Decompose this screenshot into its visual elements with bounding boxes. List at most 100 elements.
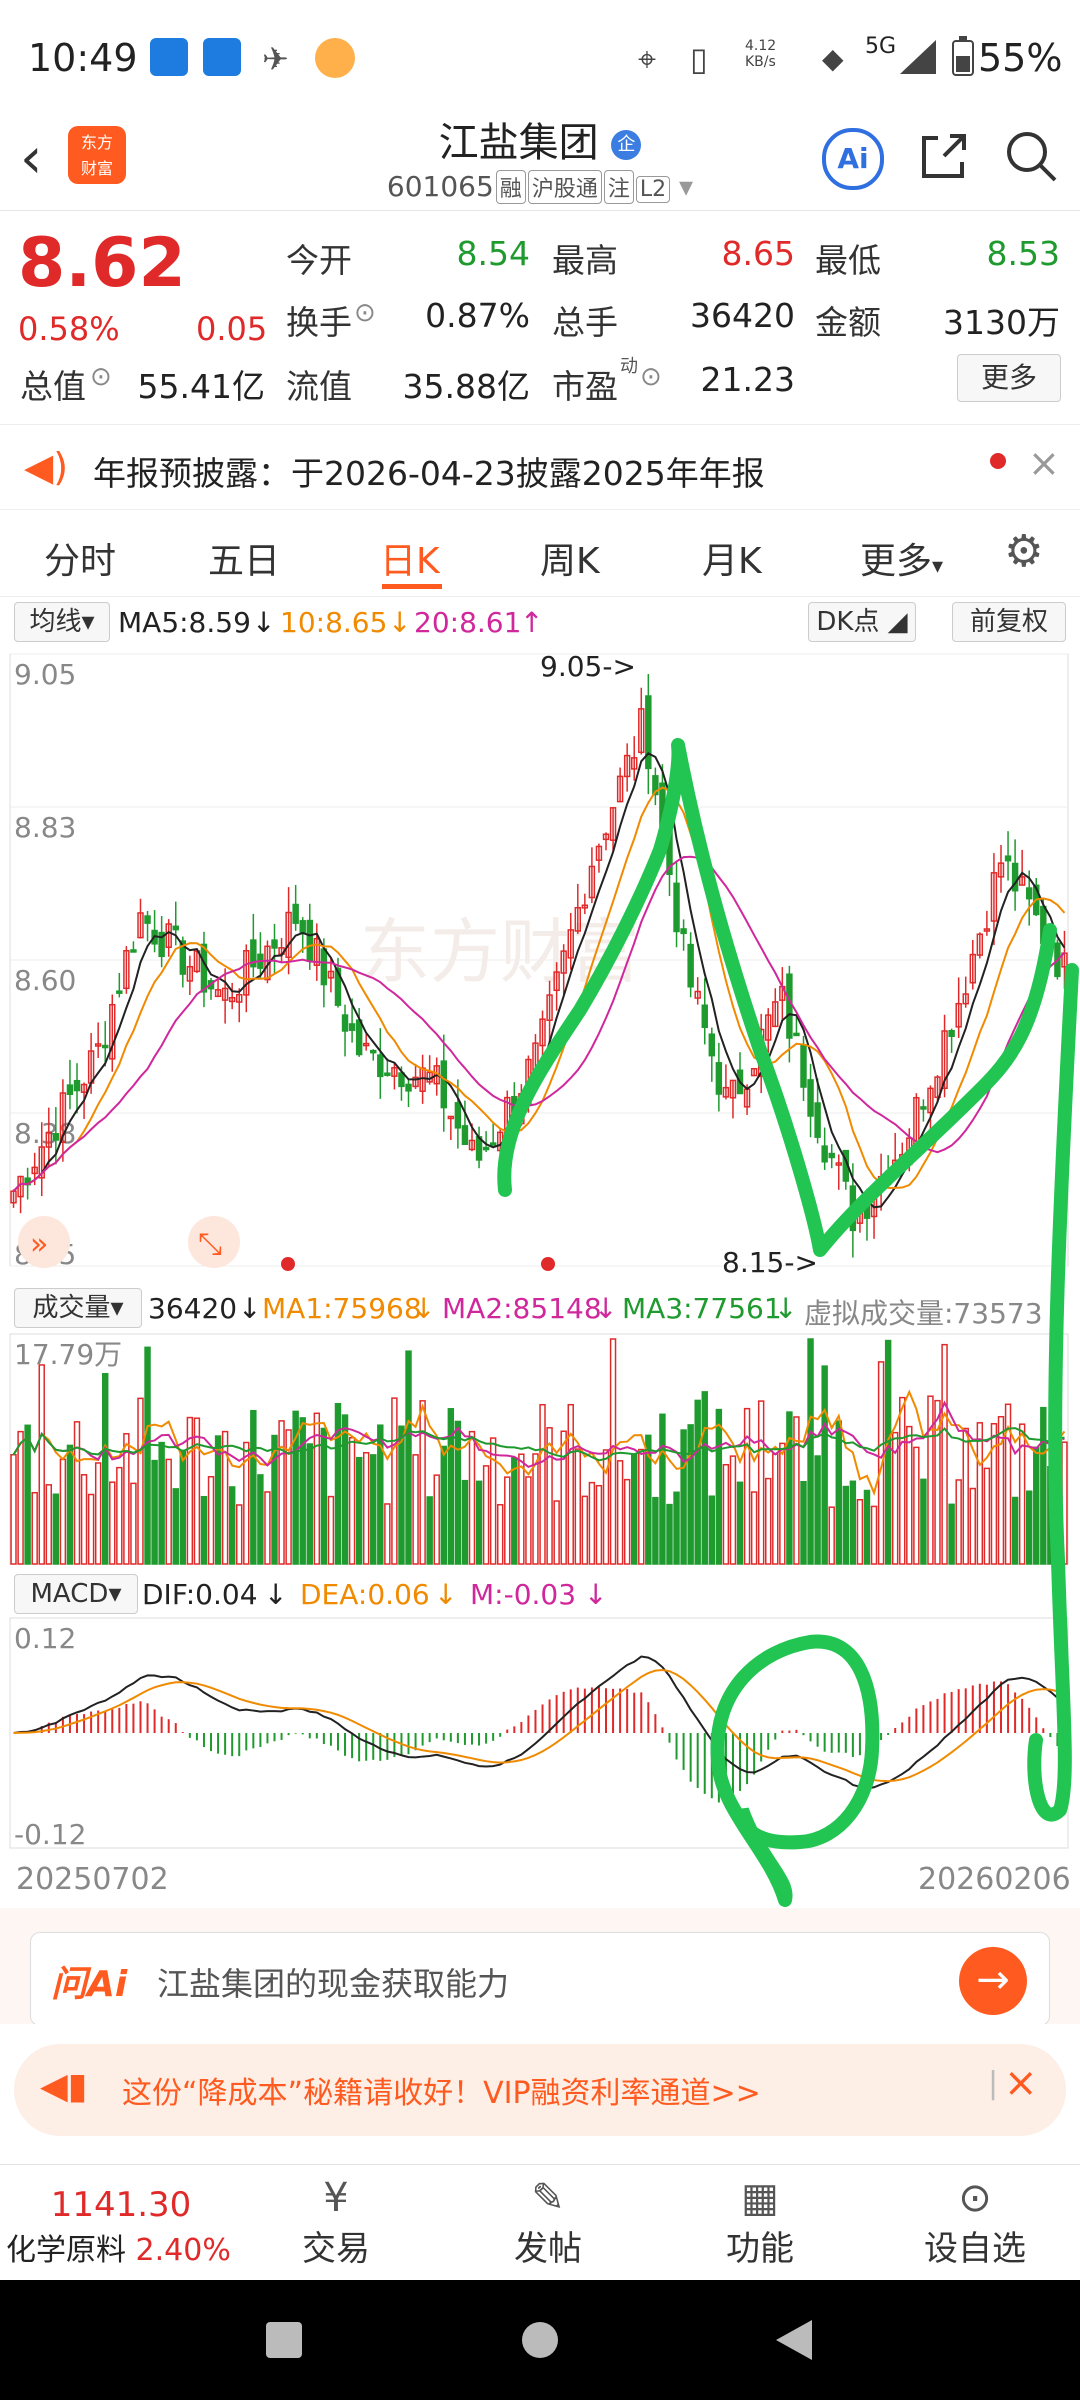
volume-chart[interactable]: 17.79万 xyxy=(0,1332,1080,1568)
close-icon[interactable]: × xyxy=(1004,2060,1038,2106)
divider: | xyxy=(988,2066,999,2101)
volume-bar xyxy=(588,1481,596,1565)
volume-bar xyxy=(800,1480,807,1565)
chevron-down-icon: ▾ xyxy=(679,170,694,203)
tab-intraday[interactable]: 分时 xyxy=(44,541,117,582)
volume-bar xyxy=(59,1458,67,1565)
candle-body xyxy=(863,1203,871,1219)
volume-bar xyxy=(1025,1490,1033,1565)
tab-daily-k[interactable]: 日K xyxy=(380,541,440,582)
volume-bar xyxy=(306,1443,313,1565)
macd-chart[interactable]: 0.12 -0.12 xyxy=(0,1616,1080,1852)
eastmoney-logo-icon[interactable]: 东方 财富 xyxy=(68,126,126,184)
ask-ai-input[interactable]: 问Ai 江盐集团的现金获取能力 → xyxy=(30,1932,1050,2026)
volume-bar xyxy=(807,1338,814,1565)
event-dot xyxy=(281,1257,295,1271)
volume-select[interactable]: 成交量▾ xyxy=(14,1288,142,1328)
volume-bar xyxy=(179,1449,187,1565)
dk-point-button[interactable]: DK点 ◢ xyxy=(808,602,916,642)
back-nav-icon[interactable] xyxy=(776,2320,812,2360)
candle-body xyxy=(299,920,306,935)
down-arrow-icon: ↓ xyxy=(594,1292,618,1325)
settings-gear-icon[interactable]: ⚙ xyxy=(1004,526,1044,577)
volume-bar xyxy=(553,1500,560,1565)
volume-bar xyxy=(412,1454,419,1565)
ask-ai-prompt: 江盐集团的现金获取能力 xyxy=(157,1965,510,2003)
info-icon[interactable]: ⊙ xyxy=(90,362,112,392)
volume-value: 36420 xyxy=(148,1292,238,1325)
y-axis-label: -0.12 xyxy=(14,1818,86,1851)
change-percent: 0.58% xyxy=(18,310,120,348)
volume-bar xyxy=(835,1420,842,1565)
volume-ma3-line xyxy=(12,1427,1065,1462)
candle-body xyxy=(31,1166,38,1175)
kline-chart[interactable]: 9.058.838.608.388.15东方财富9.05->8.15->⤡» xyxy=(0,646,1080,1282)
y-axis-label: 8.83 xyxy=(14,811,76,844)
close-icon[interactable]: × xyxy=(1028,441,1060,485)
ad-banner[interactable]: ◀▮ 这份“降成本”秘籍请收好！VIP融资利率通道>> | × xyxy=(14,2044,1066,2136)
nav-trade[interactable]: ¥ 交易 xyxy=(276,2175,396,2270)
candle-body xyxy=(708,1033,716,1057)
volume-bar xyxy=(391,1397,398,1565)
volume-bar xyxy=(884,1339,892,1565)
candle-body xyxy=(807,1079,814,1117)
volume-bar xyxy=(659,1413,666,1565)
volume-bar xyxy=(130,1482,137,1565)
bottom-nav: 1141.30 化学原料 2.40% ¥ 交易 ✎ 发帖 ▦ 功能 ⊙ 设自选 xyxy=(0,2164,1080,2281)
open-value: 8.54 xyxy=(456,234,530,273)
low-marker: 8.15-> xyxy=(722,1246,818,1279)
float-cap-value: 35.88亿 xyxy=(402,367,530,406)
period-tabs: 分时 五日 日K 周K 月K 更多▾ ⚙ xyxy=(0,510,1080,597)
candle-body xyxy=(45,1131,53,1148)
ai-button[interactable]: Ai xyxy=(822,128,884,190)
tab-more[interactable]: 更多▾ xyxy=(860,541,944,582)
home-icon[interactable] xyxy=(522,2322,558,2358)
notice-bar[interactable]: ◀) 年报预披露：于2026-04-23披露2025年年报 × xyxy=(0,424,1080,510)
app-notification-icon xyxy=(150,38,188,76)
tab-five-day[interactable]: 五日 xyxy=(208,541,281,582)
stock-code-row[interactable]: 601065 融沪股通注 L2 ▾ xyxy=(386,170,694,204)
candle-body xyxy=(250,939,257,968)
arrow-right-icon[interactable]: → xyxy=(959,1947,1027,2015)
info-icon[interactable]: ⊙ xyxy=(354,298,376,328)
volume-bar xyxy=(842,1485,850,1565)
search-icon[interactable] xyxy=(1003,128,1059,184)
nav-add-watchlist[interactable]: ⊙ 设自选 xyxy=(910,2175,1040,2270)
candle-body xyxy=(920,1106,927,1110)
ma-select[interactable]: 均线▾ xyxy=(14,602,110,642)
back-icon[interactable]: ‹ xyxy=(20,126,43,191)
down-arrow-icon: ↓ xyxy=(434,1578,458,1611)
volume-bar xyxy=(52,1493,60,1565)
volume-bar xyxy=(969,1487,976,1565)
candle-body xyxy=(482,1146,490,1151)
candle-body xyxy=(172,925,179,931)
macd-select[interactable]: MACD▾ xyxy=(14,1574,138,1614)
share-icon[interactable] xyxy=(918,130,970,182)
volume-bar xyxy=(320,1427,328,1565)
volume-bar xyxy=(891,1431,899,1565)
volume-bar xyxy=(941,1343,948,1565)
volume-bar xyxy=(814,1455,821,1565)
candle-body xyxy=(1047,930,1054,953)
volume-bar xyxy=(1033,1446,1040,1565)
index-ticker[interactable]: 1141.30 化学原料 2.40% xyxy=(6,2185,236,2269)
nav-post[interactable]: ✎ 发帖 xyxy=(488,2175,608,2270)
volume-bar xyxy=(757,1400,765,1565)
tab-weekly-k[interactable]: 周K xyxy=(540,541,600,582)
high-label: 最高 xyxy=(552,241,618,280)
down-arrow-icon: ↓ xyxy=(264,1578,288,1611)
volume-bar xyxy=(680,1429,687,1565)
candle-body xyxy=(102,1044,109,1049)
info-icon[interactable]: ⊙ xyxy=(640,362,662,392)
candle-body xyxy=(645,695,652,770)
recents-icon[interactable] xyxy=(266,2322,302,2358)
adjust-button[interactable]: 前复权 xyxy=(952,602,1066,642)
volume-bar xyxy=(172,1488,179,1565)
volume-bar xyxy=(348,1436,356,1565)
volume-bar xyxy=(906,1425,913,1565)
volume-bar xyxy=(948,1503,955,1565)
more-button[interactable]: 更多 xyxy=(957,354,1061,402)
tab-monthly-k[interactable]: 月K xyxy=(702,541,762,582)
nav-functions[interactable]: ▦ 功能 xyxy=(700,2175,820,2270)
volume-bar xyxy=(355,1456,363,1565)
